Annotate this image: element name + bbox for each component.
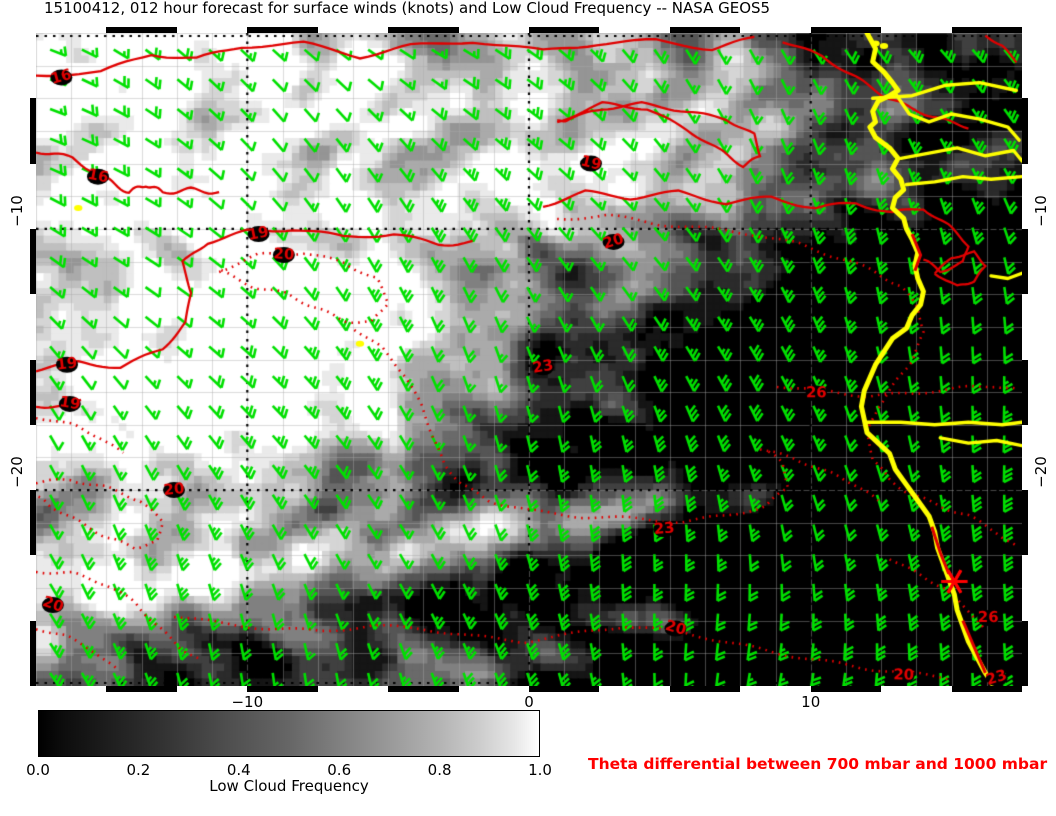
axis-segment	[176, 27, 248, 33]
axis-segment	[30, 33, 36, 99]
axis-segment	[30, 490, 36, 556]
axis-segment	[951, 27, 1022, 33]
colorbar-tick-0.2: 0.2	[126, 761, 151, 779]
map-plot-area[interactable]	[36, 33, 1022, 686]
axis-segment	[388, 27, 459, 33]
colorbar-tick-0.0: 0.0	[26, 761, 50, 779]
axis-segment	[1022, 33, 1028, 99]
cloud-frequency-wind-map[interactable]	[36, 33, 1022, 686]
axis-segment	[1022, 490, 1028, 556]
axis-segment	[1022, 555, 1028, 621]
axis-segment	[458, 686, 529, 692]
axis-segment	[1022, 294, 1028, 360]
colorbar-caption: Low Cloud Frequency	[209, 777, 369, 795]
axis-segment	[317, 686, 389, 692]
axis-segment	[881, 686, 952, 692]
y-tick-label: −10	[1032, 195, 1050, 227]
axis-segment	[317, 27, 389, 33]
axis-segment	[740, 686, 811, 692]
axis-segment	[106, 27, 177, 33]
axis-segment	[106, 686, 177, 692]
axis-segment	[1022, 228, 1028, 295]
colorbar-tick-0.4: 0.4	[226, 761, 251, 779]
axis-segment	[1022, 424, 1028, 491]
x-tick--10: −10	[231, 693, 264, 711]
axis-left-frame	[30, 33, 36, 686]
x-tick-0: 0	[524, 693, 534, 711]
axis-segment	[599, 686, 670, 692]
y-tick-label: −20	[1032, 456, 1050, 488]
axis-segment	[30, 555, 36, 621]
axis-segment	[30, 163, 36, 229]
axis-segment	[529, 27, 600, 33]
axis-segment	[458, 27, 529, 33]
axis-segment	[810, 27, 882, 33]
axis-segment	[36, 686, 107, 692]
x-tick-10: 10	[801, 693, 821, 711]
axis-segment	[810, 686, 882, 692]
colorbar-tick-0.6: 0.6	[327, 761, 352, 779]
colorbar-tick-0.8: 0.8	[427, 761, 452, 779]
axis-right-frame	[1022, 33, 1028, 686]
axis-segment	[951, 686, 1022, 692]
axis-segment	[30, 98, 36, 164]
y-tick-label: −20	[8, 456, 26, 488]
axis-bottom-frame	[30, 686, 1028, 692]
axis-segment	[1022, 359, 1028, 425]
axis-segment	[30, 424, 36, 491]
axis-segment	[388, 686, 459, 692]
axis-segment	[529, 686, 600, 692]
colorbar-gradient	[38, 710, 540, 757]
axis-segment	[30, 228, 36, 295]
axis-segment	[669, 27, 741, 33]
colorbar-tick-1.0: 1.0	[528, 761, 552, 779]
axis-top-frame	[30, 27, 1028, 33]
axis-segment	[176, 686, 248, 692]
theta-differential-note: Theta differential between 700 mbar and …	[588, 755, 1048, 773]
y-tick-label: −10	[8, 195, 26, 227]
axis-segment	[1022, 98, 1028, 164]
axis-segment	[30, 359, 36, 425]
axis-segment	[740, 27, 811, 33]
axis-segment	[30, 620, 36, 686]
axis-segment	[36, 27, 107, 33]
axis-segment	[1022, 163, 1028, 229]
axis-segment	[247, 686, 318, 692]
axis-segment	[599, 27, 670, 33]
axis-segment	[1022, 620, 1028, 686]
page-title: 15100412, 012 hour forecast for surface …	[44, 0, 771, 17]
axis-segment	[30, 294, 36, 360]
axis-segment	[881, 27, 952, 33]
axis-segment	[669, 686, 741, 692]
axis-segment	[247, 27, 318, 33]
